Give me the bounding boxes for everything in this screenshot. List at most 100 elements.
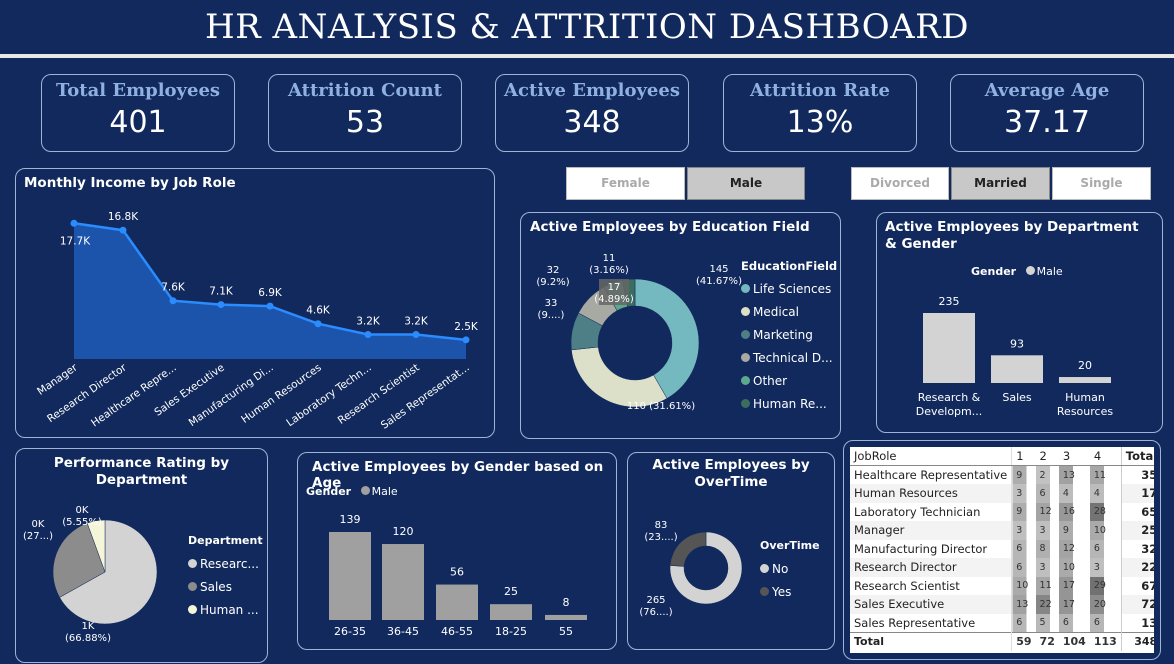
age-tick-label: 36-45 <box>387 625 419 638</box>
kpi-label: Active Employees <box>504 80 680 101</box>
jobrole-matrix[interactable]: JobRole 1 2 3 4 Total Healthcare Represe… <box>850 447 1154 653</box>
income-tick-label: Healthcare Repre... <box>89 362 179 430</box>
overtime-legend-item[interactable]: Yes <box>760 580 791 603</box>
performance-panel[interactable]: Performance Rating by Department 1K (66.8… <box>15 448 268 663</box>
table-row[interactable]: Manager 3 3 9 10 25 <box>850 521 1154 540</box>
dept-tick-label: Resources <box>1057 405 1113 418</box>
education-legend-item[interactable]: Other <box>741 369 833 392</box>
income-data-label: 3.2K <box>404 315 429 327</box>
overtime-chart: 265(76....) 83(23....) <box>639 520 743 618</box>
cell-total: 35 <box>1120 465 1154 484</box>
kpi-value: 37.17 <box>1004 105 1090 140</box>
education-legend-item[interactable]: Human Re... <box>741 392 833 415</box>
dept-data-label: 20 <box>1078 359 1092 372</box>
performance-data-label: 0K <box>32 519 45 530</box>
legend-label: Medical <box>753 304 799 319</box>
cell-jobrole: Research Director <box>850 558 1013 577</box>
cell-total: 72 <box>1120 595 1154 614</box>
cell-jobrole: Total <box>850 631 1013 651</box>
overtime-legend-item[interactable]: No <box>760 557 791 580</box>
cell-value: 113 <box>1089 631 1122 651</box>
legend-dot <box>360 486 370 495</box>
cell-value: 13 <box>1011 595 1036 614</box>
income-point <box>364 330 372 338</box>
cell-value: 6 <box>1035 484 1059 503</box>
kpi-active-employees[interactable]: Active Employees 348 <box>495 74 689 152</box>
overtime-slice <box>669 531 707 567</box>
overtime-slice <box>669 531 743 605</box>
income-data-label: 6.9K <box>258 287 283 299</box>
performance-legend: Researc... Sales Human ... <box>188 552 259 621</box>
title-divider <box>0 54 1174 58</box>
income-tick-label: Manager <box>35 361 80 398</box>
performance-legend-item[interactable]: Human ... <box>188 598 259 621</box>
slicer-marital-married[interactable]: Married <box>951 167 1050 200</box>
income-point <box>70 219 78 227</box>
table-row[interactable]: Research Scientist 10 11 17 29 67 <box>850 576 1154 595</box>
age-bar <box>329 532 371 620</box>
table-row[interactable]: Human Resources 3 6 4 4 17 <box>850 484 1154 503</box>
cell-value: 3 <box>1035 558 1059 577</box>
income-panel[interactable]: Monthly Income by Job Role 17.7K Manager 1… <box>15 168 495 438</box>
table-row[interactable]: Sales Representative 6 5 6 6 13 <box>850 613 1154 632</box>
cell-total: 22 <box>1120 558 1154 577</box>
education-legend-item[interactable]: Marketing <box>741 323 833 346</box>
col-rating-3[interactable]: 3 <box>1058 447 1090 466</box>
table-total-row[interactable]: Total 59 72 104 113 348 <box>850 631 1154 651</box>
kpi-label: Attrition Count <box>288 80 442 101</box>
income-point <box>412 330 420 338</box>
overtime-legend: No Yes <box>760 557 791 603</box>
education-data-label: 32 <box>547 265 560 276</box>
cell-value: 6 <box>1011 539 1036 558</box>
legend-dot <box>741 353 750 362</box>
slicer-marital-divorced[interactable]: Divorced <box>851 167 949 200</box>
cell-value: 10 <box>1011 576 1036 595</box>
performance-legend-item[interactable]: Researc... <box>188 552 259 575</box>
col-rating-1[interactable]: 1 <box>1011 447 1036 466</box>
overtime-legend-title: OverTime <box>760 539 820 552</box>
performance-legend-item[interactable]: Sales <box>188 575 259 598</box>
dept-gender-panel[interactable]: Active Employees by Department & Gender … <box>876 212 1163 433</box>
education-legend-title: EducationField <box>741 259 838 273</box>
overtime-data-label: 265 <box>646 595 665 606</box>
cell-total: 67 <box>1120 576 1154 595</box>
age-data-label: 25 <box>504 585 518 598</box>
income-data-label: 7.1K <box>209 286 234 298</box>
cell-value: 10 <box>1058 558 1090 577</box>
kpi-value: 53 <box>345 105 385 140</box>
education-legend-item[interactable]: Technical D... <box>741 346 833 369</box>
col-total[interactable]: Total <box>1120 447 1154 466</box>
cell-value: 6 <box>1089 613 1122 632</box>
cell-value: 12 <box>1035 502 1059 521</box>
income-tick-label: Research Director <box>45 361 129 425</box>
table-row[interactable]: Research Director 6 3 10 3 22 <box>850 558 1154 577</box>
col-rating-2[interactable]: 2 <box>1035 447 1059 466</box>
table-row[interactable]: Manufacturing Director 6 8 12 6 32 <box>850 539 1154 558</box>
legend-item: Male <box>371 485 398 498</box>
kpi-average-age[interactable]: Average Age 37.17 <box>950 74 1144 152</box>
table-row[interactable]: Healthcare Representative 9 2 13 11 35 <box>850 465 1154 484</box>
dept-bar <box>923 313 975 383</box>
kpi-total-employees[interactable]: Total Employees 401 <box>41 74 235 152</box>
age-panel[interactable]: Active Employees by Gender based on Age … <box>297 452 617 650</box>
table-row[interactable]: Sales Executive 13 22 17 20 72 <box>850 595 1154 614</box>
income-point <box>314 320 322 328</box>
slicer-gender-male[interactable]: Male <box>687 167 805 200</box>
education-legend-item[interactable]: Medical <box>741 300 833 323</box>
cell-value: 22 <box>1035 595 1059 614</box>
jobrole-matrix-panel[interactable]: JobRole 1 2 3 4 Total Healthcare Represe… <box>843 440 1161 660</box>
col-jobrole[interactable]: JobRole <box>850 447 1013 466</box>
education-panel[interactable]: Active Employees by Education Field 145(… <box>520 212 841 439</box>
col-rating-4[interactable]: 4 <box>1089 447 1122 466</box>
legend-dot <box>741 399 750 408</box>
education-title: Active Employees by Education Field <box>530 219 810 235</box>
overtime-panel[interactable]: Active Employees by OverTime 265 (76....)… <box>627 452 835 650</box>
cell-value: 104 <box>1058 631 1090 651</box>
kpi-attrition-rate[interactable]: Attrition Rate 13% <box>723 74 917 152</box>
education-legend-item[interactable]: Life Sciences <box>741 277 833 300</box>
slicer-gender-female[interactable]: Female <box>566 167 685 200</box>
cell-value: 9 <box>1058 521 1090 540</box>
kpi-attrition-count[interactable]: Attrition Count 53 <box>268 74 462 152</box>
table-row[interactable]: Laboratory Technician 9 12 16 28 65 <box>850 502 1154 521</box>
slicer-marital-single[interactable]: Single <box>1052 167 1151 200</box>
